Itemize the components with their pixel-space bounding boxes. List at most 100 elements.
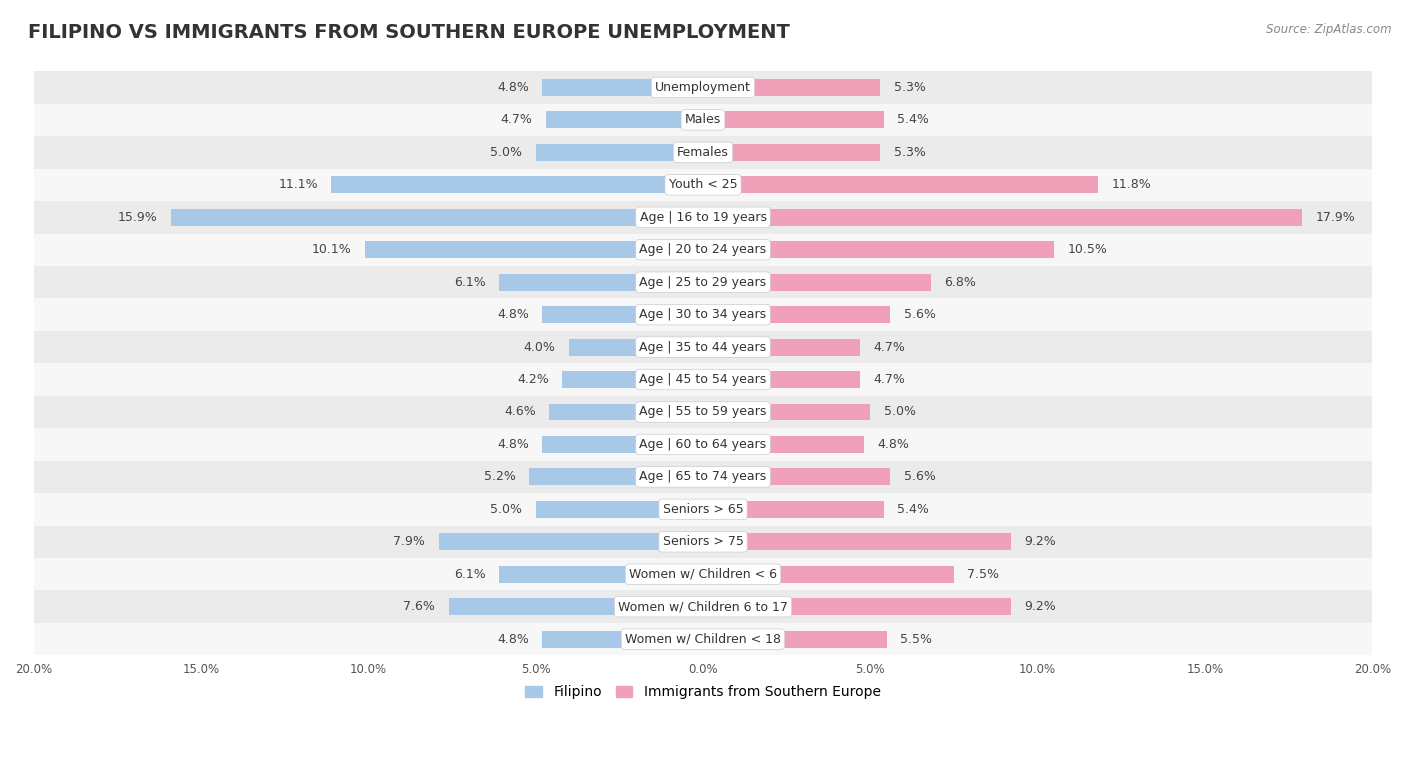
Bar	[548, 403, 703, 420]
Text: 6.1%: 6.1%	[454, 276, 485, 288]
Text: Age | 45 to 54 years: Age | 45 to 54 years	[640, 373, 766, 386]
Text: 15.9%: 15.9%	[118, 210, 157, 224]
Text: Women w/ Children < 18: Women w/ Children < 18	[626, 633, 780, 646]
Bar	[366, 241, 703, 258]
Bar	[439, 534, 703, 550]
Text: 10.1%: 10.1%	[312, 243, 352, 256]
Bar	[703, 565, 955, 583]
Text: 11.1%: 11.1%	[278, 179, 318, 192]
Bar	[34, 461, 1372, 493]
Text: 6.1%: 6.1%	[454, 568, 485, 581]
Bar	[34, 266, 1372, 298]
Text: 5.6%: 5.6%	[904, 308, 936, 321]
Bar	[34, 298, 1372, 331]
Text: 5.5%: 5.5%	[900, 633, 932, 646]
Text: Youth < 25: Youth < 25	[669, 179, 737, 192]
Text: Source: ZipAtlas.com: Source: ZipAtlas.com	[1267, 23, 1392, 36]
Bar	[703, 241, 1054, 258]
Text: Males: Males	[685, 114, 721, 126]
Bar	[34, 331, 1372, 363]
Bar	[34, 396, 1372, 428]
Text: 4.8%: 4.8%	[877, 438, 908, 451]
Text: 5.3%: 5.3%	[894, 146, 925, 159]
Bar	[703, 111, 884, 129]
Text: 4.8%: 4.8%	[498, 438, 529, 451]
Bar	[34, 169, 1372, 201]
Bar	[34, 363, 1372, 396]
Bar	[499, 274, 703, 291]
Bar	[34, 201, 1372, 233]
Text: Age | 25 to 29 years: Age | 25 to 29 years	[640, 276, 766, 288]
Bar	[703, 469, 890, 485]
Bar	[543, 306, 703, 323]
Text: Age | 16 to 19 years: Age | 16 to 19 years	[640, 210, 766, 224]
Bar	[703, 274, 931, 291]
Bar	[543, 436, 703, 453]
Text: 4.6%: 4.6%	[503, 406, 536, 419]
Bar	[703, 79, 880, 96]
Bar	[536, 144, 703, 160]
Text: Age | 20 to 24 years: Age | 20 to 24 years	[640, 243, 766, 256]
Bar	[536, 501, 703, 518]
Bar	[499, 565, 703, 583]
Text: 7.6%: 7.6%	[404, 600, 436, 613]
Text: 5.0%: 5.0%	[491, 146, 522, 159]
Bar	[703, 436, 863, 453]
Text: 10.5%: 10.5%	[1067, 243, 1108, 256]
Text: 5.4%: 5.4%	[897, 114, 929, 126]
Text: Women w/ Children 6 to 17: Women w/ Children 6 to 17	[619, 600, 787, 613]
Text: Age | 35 to 44 years: Age | 35 to 44 years	[640, 341, 766, 354]
Text: Age | 55 to 59 years: Age | 55 to 59 years	[640, 406, 766, 419]
Text: 5.0%: 5.0%	[884, 406, 915, 419]
Bar	[34, 590, 1372, 623]
Bar	[449, 598, 703, 615]
Text: 7.5%: 7.5%	[967, 568, 1000, 581]
Text: 5.6%: 5.6%	[904, 470, 936, 484]
Bar	[34, 558, 1372, 590]
Text: Seniors > 75: Seniors > 75	[662, 535, 744, 548]
Bar	[703, 144, 880, 160]
Text: 9.2%: 9.2%	[1025, 600, 1056, 613]
Text: 9.2%: 9.2%	[1025, 535, 1056, 548]
Bar	[703, 631, 887, 647]
Bar	[546, 111, 703, 129]
Text: 5.3%: 5.3%	[894, 81, 925, 94]
Bar	[529, 469, 703, 485]
Text: 4.8%: 4.8%	[498, 81, 529, 94]
Text: 17.9%: 17.9%	[1316, 210, 1355, 224]
Text: Age | 65 to 74 years: Age | 65 to 74 years	[640, 470, 766, 484]
Bar	[34, 428, 1372, 461]
Text: 4.8%: 4.8%	[498, 633, 529, 646]
Text: 4.7%: 4.7%	[873, 341, 905, 354]
Text: 4.0%: 4.0%	[524, 341, 555, 354]
Bar	[34, 104, 1372, 136]
Text: 6.8%: 6.8%	[943, 276, 976, 288]
Text: 5.0%: 5.0%	[491, 503, 522, 516]
Text: Women w/ Children < 6: Women w/ Children < 6	[628, 568, 778, 581]
Bar	[703, 598, 1011, 615]
Bar	[703, 209, 1302, 226]
Bar	[332, 176, 703, 193]
Bar	[170, 209, 703, 226]
Text: 7.9%: 7.9%	[394, 535, 425, 548]
Bar	[543, 631, 703, 647]
Text: 4.7%: 4.7%	[501, 114, 533, 126]
Bar	[34, 493, 1372, 525]
Text: Seniors > 65: Seniors > 65	[662, 503, 744, 516]
Legend: Filipino, Immigrants from Southern Europe: Filipino, Immigrants from Southern Europ…	[520, 680, 886, 705]
Bar	[562, 371, 703, 388]
Text: Females: Females	[678, 146, 728, 159]
Bar	[34, 136, 1372, 169]
Bar	[703, 306, 890, 323]
Bar	[703, 371, 860, 388]
Bar	[703, 403, 870, 420]
Bar	[34, 623, 1372, 656]
Bar	[34, 71, 1372, 104]
Text: 4.8%: 4.8%	[498, 308, 529, 321]
Text: 4.2%: 4.2%	[517, 373, 548, 386]
Bar	[703, 501, 884, 518]
Bar	[569, 338, 703, 356]
Bar	[703, 338, 860, 356]
Text: Unemployment: Unemployment	[655, 81, 751, 94]
Bar	[703, 176, 1098, 193]
